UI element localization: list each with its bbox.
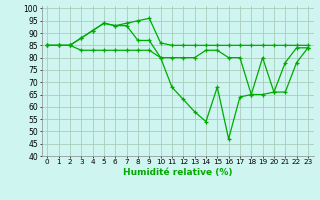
X-axis label: Humidité relative (%): Humidité relative (%) — [123, 168, 232, 177]
